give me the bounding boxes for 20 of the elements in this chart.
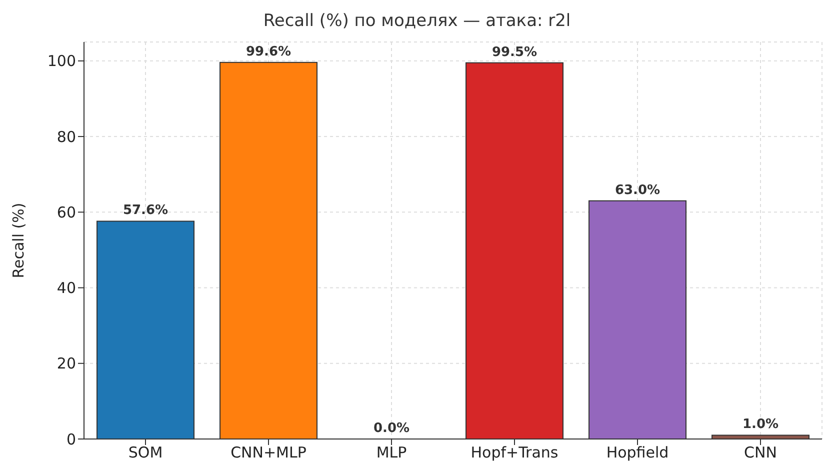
x-tick-label: CNN	[744, 444, 777, 461]
x-tick-label: Hopfield	[606, 444, 669, 461]
data-label: 57.6%	[122, 203, 168, 218]
y-tick-label: 60	[56, 203, 76, 222]
x-tick-label: SOM	[128, 444, 163, 461]
y-axis-title: Recall (%)	[9, 202, 28, 278]
y-tick-label: 0	[66, 430, 76, 448]
x-tick-label: MLP	[376, 444, 407, 461]
data-label: 0.0%	[373, 421, 410, 436]
data-label: 63.0%	[614, 182, 660, 198]
data-label: 99.5%	[492, 44, 538, 60]
x-tick-label: CNN+MLP	[230, 444, 306, 461]
data-label: 1.0%	[742, 417, 779, 432]
x-tick-label: Hopf+Trans	[470, 444, 558, 461]
y-tick-label: 40	[56, 279, 76, 298]
y-tick-label: 20	[56, 354, 76, 373]
data-label: 99.6%	[246, 44, 292, 60]
y-tick-label: 80	[56, 128, 76, 146]
chart-title: Recall (%) по моделях — атака: r2l	[262, 10, 572, 33]
y-tick-label: 100	[47, 52, 76, 70]
